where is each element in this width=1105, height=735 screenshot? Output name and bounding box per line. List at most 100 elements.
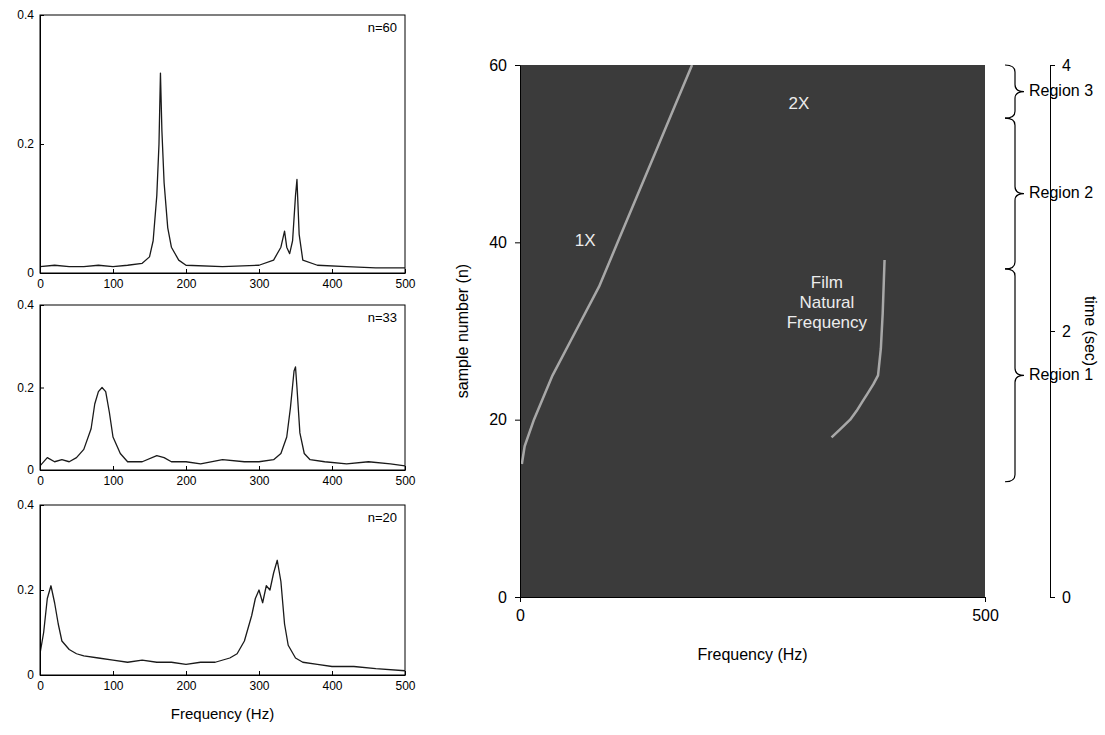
y-tick-label: 0.4 <box>17 8 34 22</box>
x-axis-line <box>41 675 406 676</box>
panel-2: 010020030040050000.20.4n=20Frequency (Hz… <box>17 498 416 722</box>
y-tick-label: 0 <box>498 589 507 606</box>
x-tick: 400 <box>322 269 342 291</box>
x-axis: 0 100 200 300 400 500 <box>37 466 416 488</box>
y-tick: 60 <box>489 57 520 74</box>
x-tick: 500 <box>395 269 415 291</box>
regions: Region 1Region 2Region 3 <box>1005 65 1093 482</box>
x-tick-label: 400 <box>322 474 342 488</box>
x-axis: 0100200300400500 <box>37 269 416 291</box>
y-tick-mark <box>40 273 44 274</box>
x-tick-mark <box>985 597 986 602</box>
x-axis: 0100200300400500 <box>37 671 416 693</box>
region-bracket <box>1005 269 1024 482</box>
y-tick: 20 <box>489 411 520 428</box>
x-tick: 500 <box>395 671 415 693</box>
x-tick: 500 <box>395 466 415 488</box>
x-tick-label: 0 <box>37 474 44 488</box>
annotation: 1X <box>575 232 596 251</box>
annotation: FilmNaturalFrequency <box>787 274 868 333</box>
y-tick-mark <box>40 470 44 471</box>
x-axis-line <box>41 273 406 274</box>
y2-tick-mark <box>1050 331 1055 332</box>
y-tick: 0.4 <box>17 498 44 512</box>
y-tick: 0.2 <box>17 583 44 597</box>
x-tick-label: 100 <box>103 277 123 291</box>
x-axis-line <box>41 470 406 471</box>
x-tick: 300 <box>249 269 269 291</box>
x-tick-label: 500 <box>395 679 415 693</box>
annotations: 1X2XFilmNaturalFrequency <box>575 94 868 333</box>
x-tick-mark <box>186 671 187 675</box>
x-tick-label: 100 <box>103 474 123 488</box>
x-tick-label: 300 <box>249 277 269 291</box>
x-tick: 200 <box>176 466 196 488</box>
y-tick: 0.2 <box>17 137 44 151</box>
y2-tick: 2 <box>1050 323 1071 340</box>
x-tick-label: 0 <box>37 679 44 693</box>
y-tick-label: 0 <box>27 266 34 280</box>
series-line <box>40 367 405 466</box>
region-label: Region 3 <box>1029 82 1093 99</box>
plot-frame <box>40 505 405 675</box>
x-tick: 500 <box>972 597 999 624</box>
y2-tick-mark <box>1050 597 1055 598</box>
x-tick-mark <box>405 671 406 675</box>
panel-title: n=33 <box>368 310 397 325</box>
x-axis-line <box>521 597 986 598</box>
chart-canvas: 010020030040050000.20.4n=600100200300400… <box>0 0 1105 735</box>
y-axis-line <box>520 66 521 598</box>
panel-title: n=20 <box>368 510 397 525</box>
x-tick-label: 200 <box>176 679 196 693</box>
x-tick-label: 500 <box>972 607 999 624</box>
x-tick: 100 <box>103 466 123 488</box>
plot-background <box>520 65 985 597</box>
y-tick-label: 20 <box>489 411 507 428</box>
y-tick-mark <box>515 242 520 243</box>
x-tick-label: 100 <box>103 679 123 693</box>
x-tick-label: 0 <box>516 607 525 624</box>
y-axis: 0 0.2 0.4 <box>17 8 44 280</box>
y-tick: 0 <box>27 668 44 682</box>
y-tick: 0.4 <box>17 298 44 312</box>
y-tick-label: 40 <box>489 234 507 251</box>
x-tick-mark <box>520 597 521 602</box>
y2-axis: 0 2 4 <box>1050 57 1071 606</box>
y2-tick-label: 4 <box>1062 57 1071 74</box>
y-tick-mark <box>40 15 44 16</box>
x-axis: 0 500 <box>516 597 999 624</box>
region-label: Region 2 <box>1029 184 1093 201</box>
series-line <box>40 560 405 671</box>
y-tick-label: 0.4 <box>17 498 34 512</box>
plot-area <box>40 560 405 671</box>
x-axis-title: Frequency (Hz) <box>697 646 807 663</box>
y-tick-label: 0 <box>27 463 34 477</box>
y-tick: 0.2 <box>17 381 44 395</box>
x-tick-mark <box>259 671 260 675</box>
region-bracket <box>1005 118 1024 269</box>
x-tick-label: 500 <box>395 474 415 488</box>
y2-tick-label: 0 <box>1062 589 1071 606</box>
y-tick-mark <box>515 420 520 421</box>
y2-tick: 0 <box>1050 589 1071 606</box>
y-tick-label: 0.2 <box>17 583 34 597</box>
x-tick-label: 300 <box>249 679 269 693</box>
x-tick-mark <box>259 466 260 470</box>
y-tick-label: 0.2 <box>17 137 34 151</box>
x-tick-label: 200 <box>176 474 196 488</box>
x-tick-mark <box>259 269 260 273</box>
panel-0: 010020030040050000.20.4n=60 <box>17 8 416 290</box>
y-tick-mark <box>40 505 44 506</box>
x-tick-mark <box>113 671 114 675</box>
y-tick-label: 0.2 <box>17 381 34 395</box>
x-tick-label: 200 <box>176 277 196 291</box>
plot-area <box>522 65 885 464</box>
x-tick: 400 <box>322 466 342 488</box>
y-tick: 0 <box>27 266 44 280</box>
x-tick-mark <box>332 671 333 675</box>
x-tick-mark <box>113 269 114 273</box>
y-tick: 0 <box>27 463 44 477</box>
y-axis: 0 0.2 0.4 <box>17 298 44 477</box>
y-tick-mark <box>40 144 44 145</box>
x-tick: 300 <box>249 466 269 488</box>
